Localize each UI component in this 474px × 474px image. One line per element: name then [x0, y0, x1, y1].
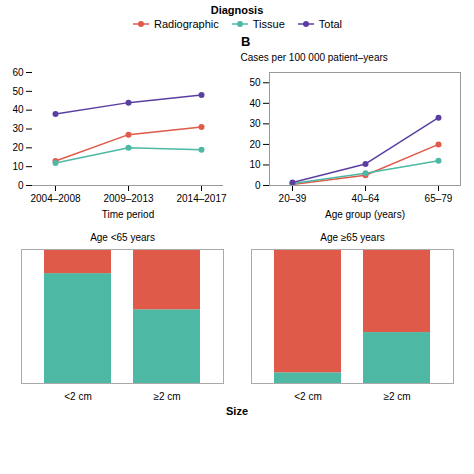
- svg-text:<2 cm: <2 cm: [64, 391, 92, 402]
- html-text:Radiographic: Radiographic: [154, 18, 219, 30]
- html-text:Diagnosis: Diagnosis: [210, 4, 264, 16]
- svg-text:≥2 cm: ≥2 cm: [153, 391, 180, 402]
- svg-text:40: 40: [249, 98, 261, 109]
- svg-text:50: 50: [12, 86, 24, 97]
- svg-text:50: 50: [249, 77, 261, 88]
- svg-text:0: 0: [255, 180, 261, 191]
- svg-text:30: 30: [12, 123, 24, 134]
- html-text:B: B: [241, 34, 251, 49]
- svg-text:40–64: 40–64: [352, 193, 380, 204]
- svg-text:40: 40: [12, 104, 24, 115]
- svg-text:60: 60: [12, 67, 24, 78]
- svg-text:30: 30: [249, 118, 261, 129]
- svg-text:Age <65 years: Age <65 years: [90, 232, 155, 243]
- svg-text:≥2 cm: ≥2 cm: [383, 391, 410, 402]
- svg-text:10: 10: [12, 161, 24, 172]
- svg-text:Age group (years): Age group (years): [325, 209, 405, 220]
- svg-text:2009–2013: 2009–2013: [103, 193, 153, 204]
- svg-text:20: 20: [249, 139, 261, 150]
- html-text:Tissue: Tissue: [252, 18, 285, 30]
- svg-text:2014–2017: 2014–2017: [176, 193, 226, 204]
- html-text:Total: Total: [318, 18, 342, 30]
- html-text:Size: Size: [226, 405, 248, 417]
- svg-text:2004–2008: 2004–2008: [30, 193, 80, 204]
- svg-text:Age ≥65 years: Age ≥65 years: [320, 232, 384, 243]
- svg-text:10: 10: [249, 159, 261, 170]
- svg-text:Cases per 100 000 patient–year: Cases per 100 000 patient–years: [241, 52, 388, 63]
- svg-text:0: 0: [18, 180, 24, 191]
- svg-text:20–39: 20–39: [279, 193, 307, 204]
- svg-text:65–79: 65–79: [425, 193, 453, 204]
- svg-text:20: 20: [12, 142, 24, 153]
- svg-text:Time period: Time period: [102, 209, 154, 220]
- svg-text:<2 cm: <2 cm: [294, 391, 322, 402]
